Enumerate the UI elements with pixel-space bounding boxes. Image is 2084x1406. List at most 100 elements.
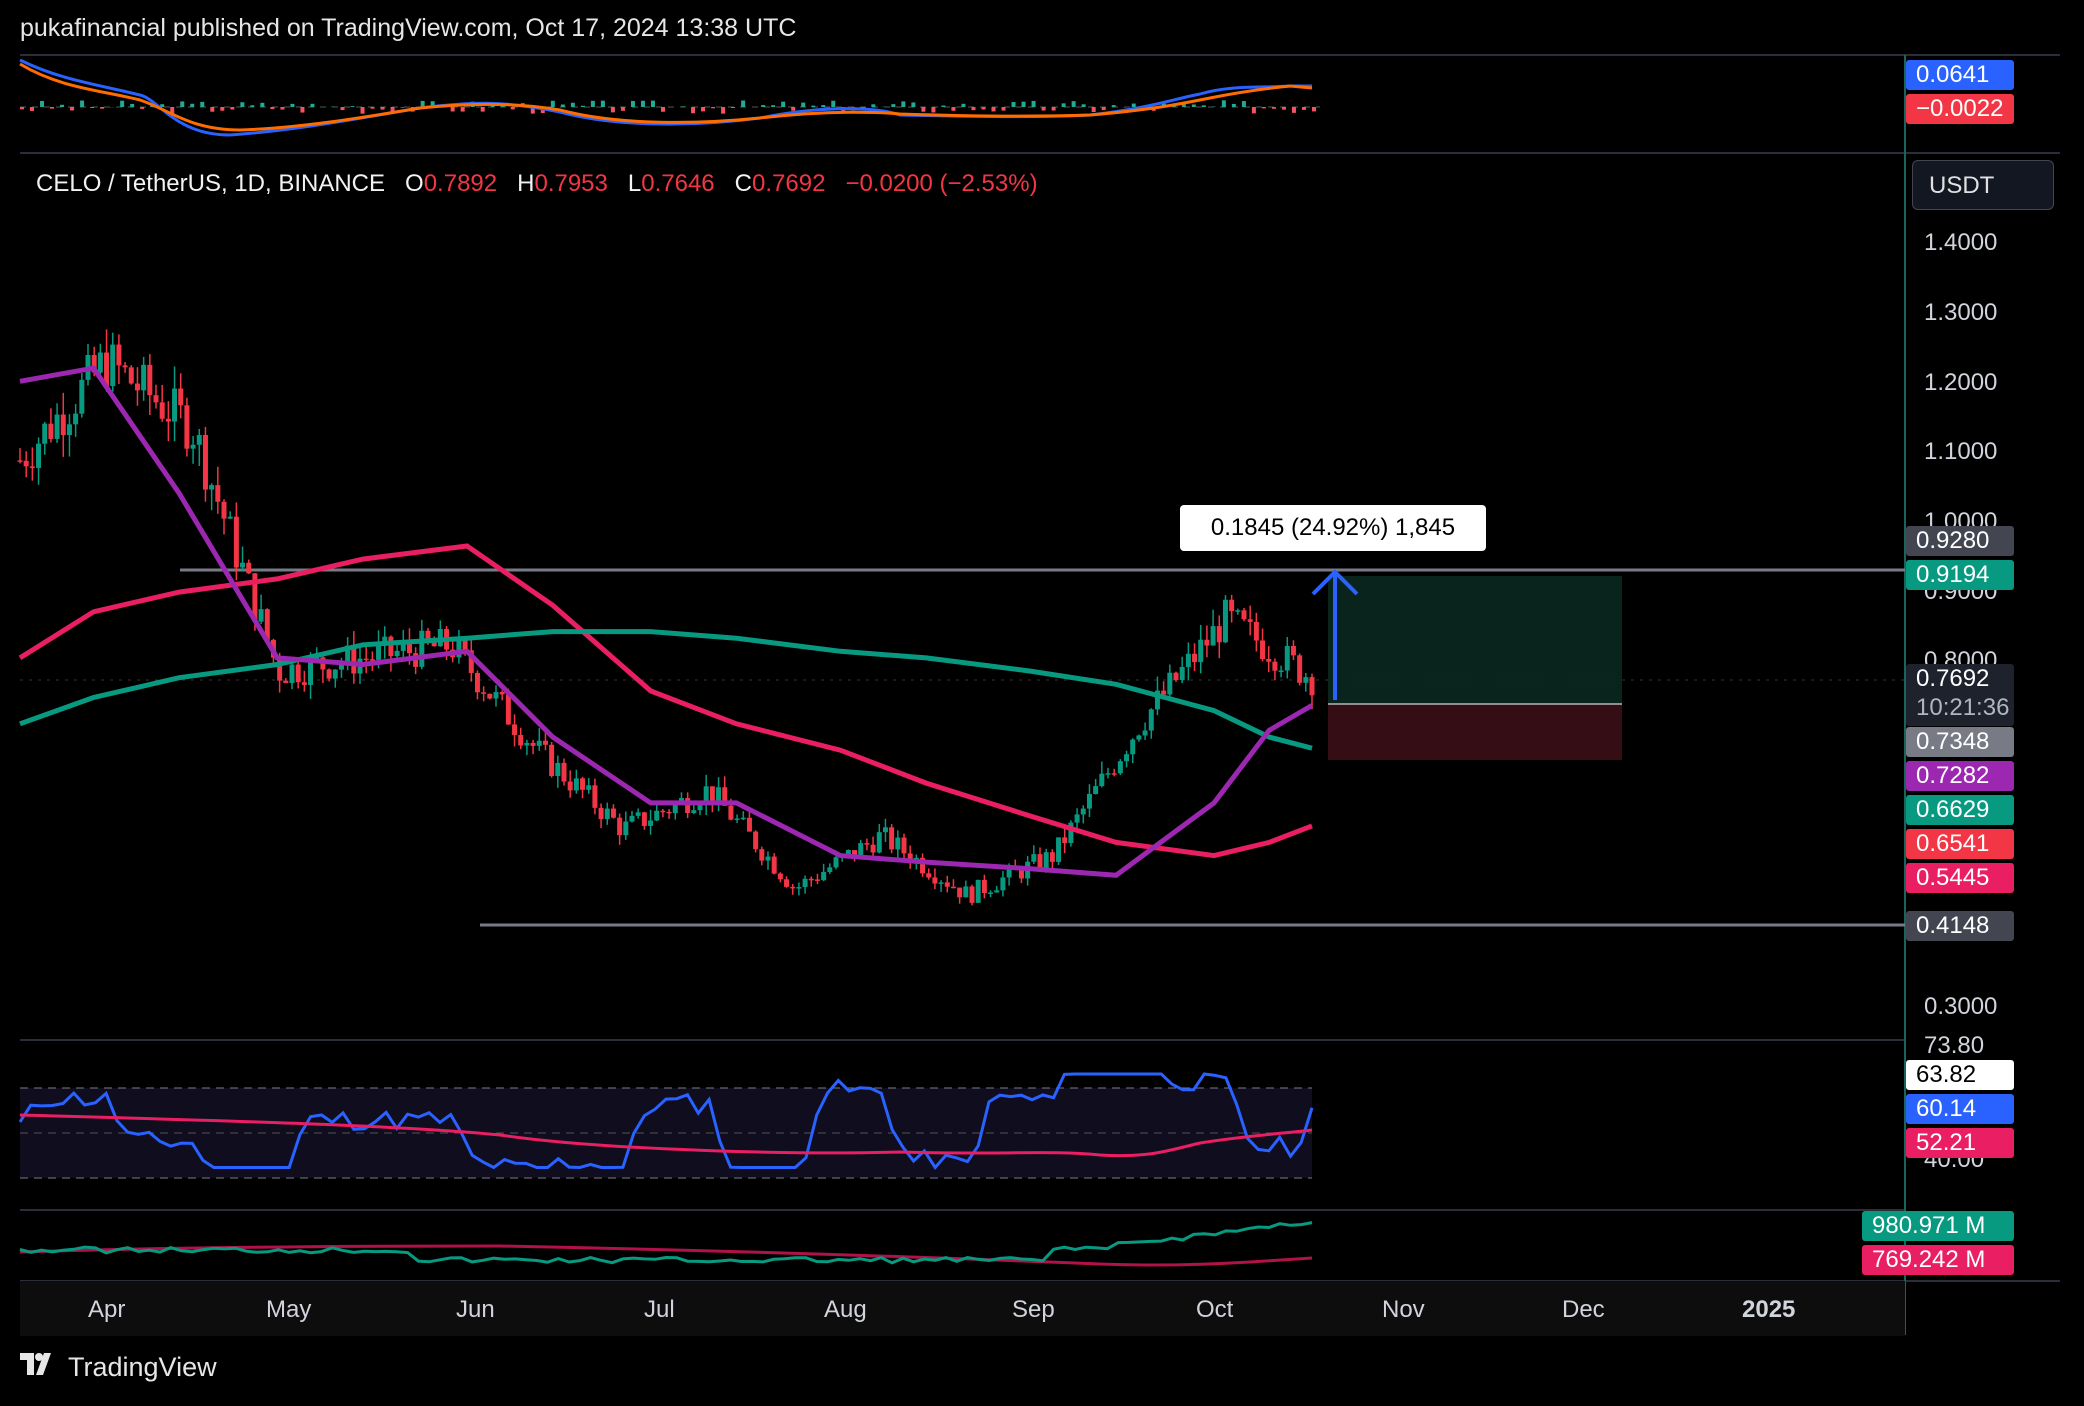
macd-histogram-bar: [1041, 107, 1046, 111]
macd-signal-line: [19, 62, 1313, 132]
measure-label[interactable]: 0.1845 (24.92%) 1,845: [1180, 505, 1486, 551]
time-axis[interactable]: [20, 1281, 1905, 1336]
candle-body: [462, 639, 468, 651]
candle-body: [1260, 640, 1266, 659]
macd-histogram-bar: [1241, 101, 1246, 107]
candle-body: [1056, 837, 1062, 862]
candle-body: [1031, 854, 1037, 862]
macd-histogram-bar: [480, 107, 485, 112]
candle-body: [746, 817, 752, 832]
candle-body: [128, 367, 134, 384]
candle-body: [771, 856, 777, 874]
candle-body: [499, 692, 505, 695]
candle-body: [221, 501, 227, 519]
candle-body: [165, 418, 171, 422]
macd-histogram-bar: [1221, 100, 1226, 107]
candle-body: [753, 831, 759, 850]
macd-line: [19, 58, 1312, 137]
candle-body: [1154, 690, 1160, 710]
candle-body: [419, 630, 425, 667]
candle-body: [907, 853, 913, 864]
macd-histogram-bar: [30, 107, 35, 111]
macd-histogram-bar: [180, 101, 185, 107]
macd-histogram: [20, 100, 1316, 114]
candle-body: [790, 886, 796, 889]
candle-body: [580, 778, 586, 790]
macd-histogram-bar: [1181, 103, 1186, 107]
candle-body: [722, 787, 728, 806]
candle-body: [555, 762, 561, 776]
candle-body: [301, 682, 307, 685]
macd-histogram-bar: [550, 100, 555, 107]
candle-body: [406, 642, 412, 654]
candle-body: [1068, 822, 1074, 844]
candle-body: [1235, 610, 1241, 612]
macd-histogram-bar: [90, 107, 95, 108]
candle-body: [505, 694, 511, 725]
candle-body: [697, 805, 703, 811]
macd-histogram-bar: [831, 100, 836, 107]
candle-body: [91, 355, 97, 373]
candle-body: [1192, 653, 1198, 663]
candle-body: [394, 650, 400, 657]
candle-body: [1049, 852, 1055, 862]
macd-histogram-bar: [430, 101, 435, 107]
macd-histogram-bar: [861, 107, 866, 108]
candle-body: [1000, 877, 1006, 891]
candle-body: [23, 460, 29, 467]
candle-body: [1037, 854, 1043, 870]
candle-body: [104, 352, 110, 387]
long-position-profit-zone[interactable]: [1328, 576, 1622, 704]
low-label: L: [627, 170, 642, 197]
candle-body: [567, 781, 573, 791]
candle-body: [36, 443, 42, 468]
ema-slow-line: [19, 629, 1313, 751]
candle-body: [73, 413, 79, 425]
currency-button[interactable]: USDT: [1912, 160, 2054, 210]
candle-body: [944, 882, 950, 887]
macd-histogram-bar: [370, 107, 375, 109]
candle-body: [821, 871, 827, 881]
candle-body: [1124, 754, 1130, 762]
candle-body: [950, 886, 956, 889]
candle-body: [1198, 639, 1204, 663]
long-position-stop-zone[interactable]: [1328, 704, 1622, 760]
volume-slow-badge: 769.242 M: [1862, 1245, 2014, 1275]
candle-body: [1229, 599, 1235, 612]
macd-histogram-bar: [1301, 107, 1306, 110]
candle-body: [1309, 677, 1315, 696]
macd-histogram-bar: [1031, 100, 1036, 107]
macd-histogram-bar: [1191, 104, 1196, 107]
support-badge: 0.4148: [1906, 911, 2014, 941]
candle-body: [376, 645, 382, 660]
candle-body: [141, 364, 147, 391]
symbol-legend[interactable]: CELO / TetherUS, 1D, BINANCE O0.7892 H0.…: [36, 170, 1038, 198]
candle-body: [635, 812, 641, 816]
macd-histogram-bar: [600, 100, 605, 107]
footer-brand[interactable]: TradingView: [20, 1352, 217, 1383]
macd-histogram-bar: [580, 105, 585, 107]
resistance-badge: 0.9280: [1906, 526, 2014, 556]
candle-body: [184, 405, 190, 449]
macd-histogram-bar: [40, 100, 45, 107]
candle-body: [338, 663, 344, 670]
macd-histogram-bar: [1091, 107, 1096, 113]
macd-histogram-bar: [1021, 101, 1026, 107]
ema-fast-badge: 0.7282: [1906, 761, 2014, 791]
candle-body: [1074, 814, 1080, 823]
candle-body: [1018, 869, 1024, 879]
price-chart[interactable]: [0, 0, 2084, 1340]
macd-histogram-bar: [570, 102, 575, 107]
candle-body: [1043, 852, 1049, 870]
macd-histogram-bar: [340, 107, 345, 111]
macd-histogram-bar: [260, 102, 265, 107]
candle-body: [858, 843, 864, 858]
macd-histogram-bar: [1231, 103, 1236, 107]
candle-body: [654, 810, 660, 821]
symbol-name: CELO / TetherUS, 1D, BINANCE: [36, 170, 386, 197]
macd-histogram-bar: [921, 107, 926, 112]
tradingview-logo-icon: [20, 1353, 60, 1382]
candle-body: [852, 850, 858, 858]
candle-body: [518, 734, 524, 746]
candle-body: [784, 879, 790, 887]
